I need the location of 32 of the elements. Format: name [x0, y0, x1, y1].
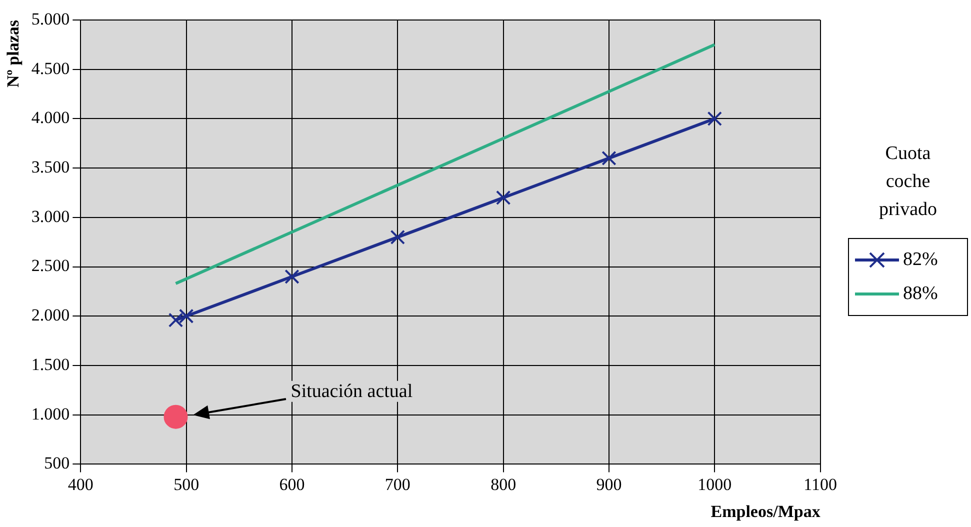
legend-label: 88% — [903, 283, 938, 305]
point — [164, 404, 188, 429]
annotation: Situación actual — [290, 380, 413, 402]
y-tick-label: 1.000 — [31, 404, 70, 424]
point — [602, 150, 616, 166]
y-tick-label: 5.000 — [31, 9, 70, 28]
point — [284, 269, 300, 284]
point — [496, 190, 511, 206]
y-tick-label: 1.500 — [31, 354, 70, 374]
x-axis-title: Empleos/Mpax — [710, 502, 821, 522]
y-tick-label: 4.500 — [31, 58, 70, 78]
x-tick-label: 1100 — [804, 474, 838, 494]
legend-title: Cuota coche privado — [878, 142, 938, 222]
x-tick-label: 700 — [384, 474, 410, 494]
y-tick-label: 3.000 — [31, 206, 70, 226]
x-tick-label: 900 — [596, 474, 622, 494]
y-axis-title: Nº plazas — [4, 20, 23, 88]
x-tick-label: 1000 — [698, 474, 732, 494]
point — [390, 230, 406, 245]
x-tick-label: 500 — [174, 474, 200, 494]
y-tick-label: 2.500 — [31, 256, 70, 276]
y-tick-label: 2.000 — [31, 306, 70, 325]
point — [178, 308, 194, 324]
y-tick-label: 3.500 — [31, 158, 70, 177]
y-tick-label: 500 — [44, 454, 70, 473]
y-tick-label: 4.000 — [31, 108, 70, 128]
legend-label: 82% — [903, 249, 938, 271]
point — [168, 312, 184, 328]
x-tick-label: 800 — [490, 474, 516, 494]
point — [707, 111, 722, 126]
x-tick-label: 400 — [68, 474, 94, 494]
x-tick-label: 600 — [279, 474, 305, 494]
